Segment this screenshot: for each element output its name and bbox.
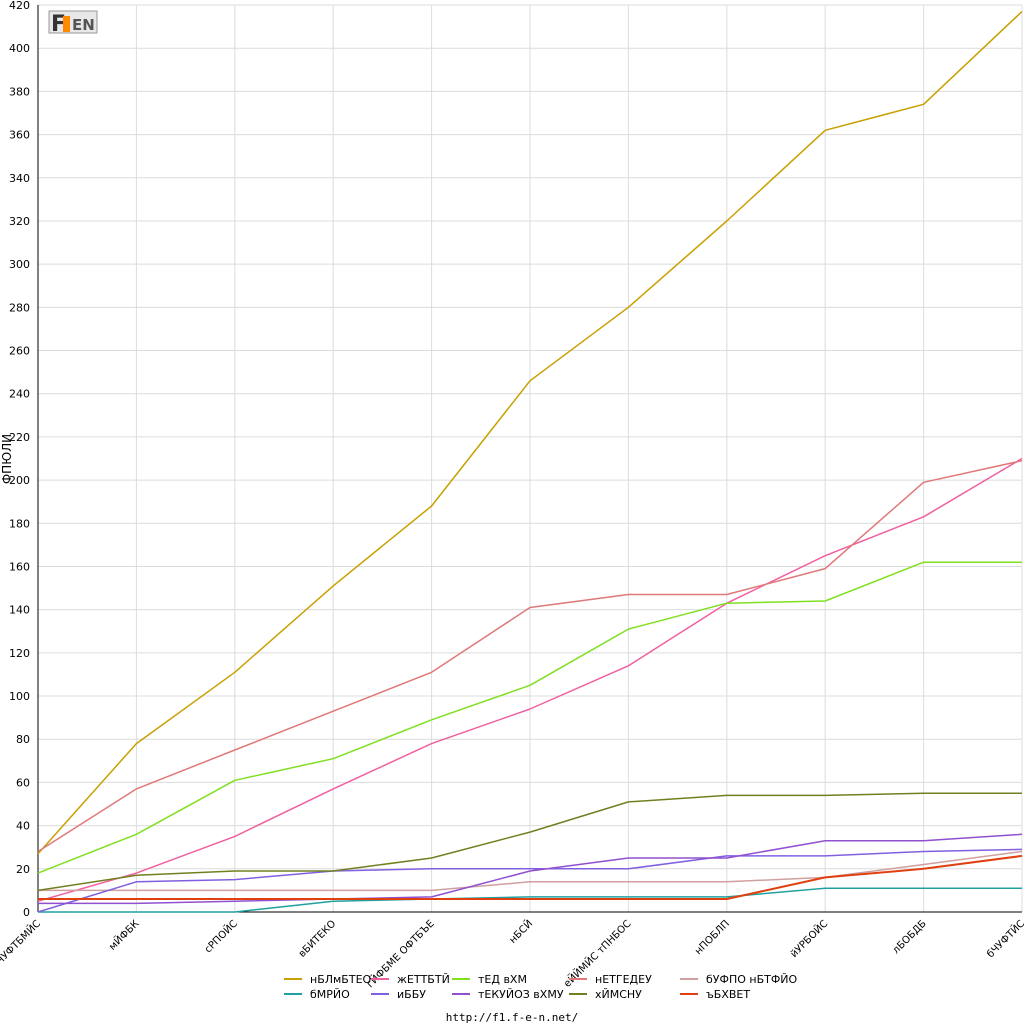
- series-line: [38, 833, 1023, 905]
- y-tick-label: 0: [23, 906, 30, 919]
- y-tick-label: 180: [9, 517, 30, 530]
- series-line: [37, 10, 1023, 855]
- legend-label: тЕКУЙОЗ вХМУ: [478, 988, 564, 1001]
- series-line: [38, 887, 1022, 913]
- y-tick-label: 300: [9, 258, 30, 271]
- legend-item: бМРЙО: [284, 988, 350, 1001]
- y-tick-label: 380: [9, 85, 30, 98]
- legend-label: ъБХВЕТ: [706, 988, 750, 1001]
- legend-label: иББУ: [397, 988, 426, 1001]
- legend-label: тЕД вХМ: [478, 973, 527, 986]
- legend-label: бУФПО нБТФЙО: [706, 973, 798, 986]
- y-tick-label: 60: [16, 776, 30, 789]
- y-tick-label: 100: [9, 690, 30, 703]
- y-tick-label: 80: [16, 733, 30, 746]
- legend-item: нЕТГЕДЕУ: [569, 973, 652, 986]
- legend-item: тЕКУЙОЗ вХМУ: [452, 988, 564, 1001]
- y-tick-label: 220: [9, 431, 30, 444]
- series-line: [37, 459, 1023, 853]
- y-tick-labels: 0 20 40 60 80 100 120 140 160 180 200 220 240 260 280 3…: [9, 0, 30, 919]
- legend-label: нЕТГЕДЕУ: [595, 973, 652, 986]
- y-tick-label: 200: [9, 474, 30, 487]
- y-tick-label: 400: [9, 42, 30, 55]
- legend-label: хЙМСНУ: [595, 988, 642, 1001]
- legend-item: ъБХВЕТ: [680, 988, 750, 1001]
- series-line: [38, 850, 1023, 892]
- legend-label: жЕТТБТЙ: [397, 973, 450, 986]
- legend-label: бМРЙО: [310, 988, 350, 1001]
- svg-text:F: F: [51, 12, 66, 37]
- y-tick-label: 360: [9, 129, 30, 142]
- legend-item: тЕД вХМ: [452, 973, 527, 986]
- y-tick-label: 120: [9, 647, 30, 660]
- legend-item: жЕТТБТЙ: [371, 973, 450, 986]
- legend-item: иББУ: [371, 988, 426, 1001]
- y-tick-label: 320: [9, 215, 30, 228]
- footer-url[interactable]: http://f1.f-e-n.net/: [446, 1011, 578, 1024]
- legend-item: хЙМСНУ: [569, 988, 642, 1001]
- y-tick-label: 40: [16, 820, 30, 833]
- legend: нБЛмБТЕО жЕТТБТЙ тЕД вХМ нЕТГЕДЕУ бУФПО нБТФ…: [284, 973, 798, 1001]
- y-tick-label: 20: [16, 863, 30, 876]
- y-tick-label: 140: [9, 604, 30, 617]
- y-tick-label: 280: [9, 301, 30, 314]
- y-tick-label: 420: [9, 0, 30, 12]
- y-tick-label: 240: [9, 388, 30, 401]
- f1en-logo: F EN: [47, 8, 99, 37]
- series-line: [38, 854, 1023, 900]
- series-line: [37, 457, 1023, 902]
- y-tick-label: 260: [9, 345, 30, 358]
- y-tick-label: 160: [9, 560, 30, 573]
- svg-text:EN: EN: [72, 16, 95, 34]
- series-line: [37, 792, 1022, 892]
- y-tick-label: 340: [9, 172, 30, 185]
- series-line: [37, 561, 1022, 874]
- legend-item: бУФПО нБТФЙО: [680, 973, 798, 986]
- y-axis-label: ФПЮЛИ: [0, 434, 14, 484]
- series-lines: [37, 10, 1023, 913]
- legend-item: нБЛмБТЕО: [284, 973, 372, 986]
- series-line: [37, 848, 1023, 913]
- legend-label: нБЛмБТЕО: [310, 973, 372, 986]
